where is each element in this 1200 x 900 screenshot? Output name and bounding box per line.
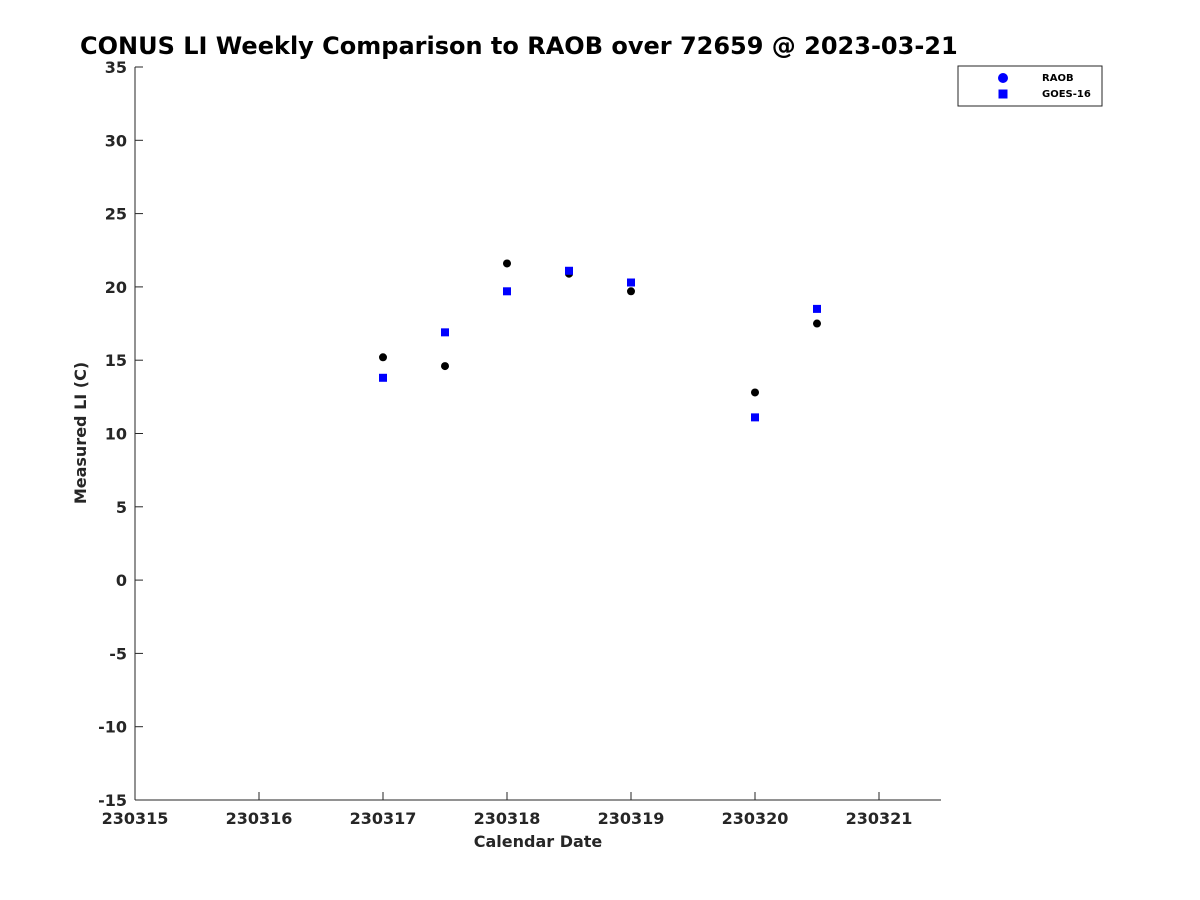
y-tick-label: -10 (98, 718, 127, 737)
data-series (379, 259, 821, 422)
raob-point (751, 388, 759, 397)
legend-goes16-label: GOES-16 (1042, 89, 1091, 100)
legend-raob-label: RAOB (1042, 73, 1074, 84)
series-raob (379, 259, 821, 397)
y-tick-label: 30 (105, 131, 127, 150)
y-tick-label: -5 (109, 644, 127, 663)
raob-point (379, 353, 387, 362)
x-ticks: 230315 230316 230317 230318 230319 230320 2303… (102, 792, 913, 828)
raob-point (441, 362, 449, 371)
y-tick-label: 0 (116, 571, 127, 590)
x-tick-label: 230319 (598, 809, 665, 828)
goes16-point (503, 287, 511, 296)
x-axis-label: Calendar Date (474, 832, 603, 851)
x-tick-label: 230317 (350, 809, 417, 828)
series-goes-16 (379, 266, 821, 422)
x-tick-label: 230315 (102, 809, 169, 828)
y-tick-label: 5 (116, 498, 127, 517)
y-axis-label: Measured LI (C) (71, 362, 90, 504)
y-ticks: -15 -10 -5 0 5 10 15 20 25 30 35 (98, 58, 143, 810)
x-tick-label: 230320 (722, 809, 789, 828)
y-tick-label: 20 (105, 278, 127, 297)
y-tick-label: 35 (105, 58, 127, 77)
legend-raob-marker (998, 73, 1008, 83)
goes16-point (751, 413, 759, 422)
raob-point (503, 259, 511, 268)
legend: RAOB GOES-16 (957, 65, 1103, 107)
raob-point (627, 287, 635, 296)
goes16-point (379, 373, 387, 382)
goes16-point (627, 278, 635, 287)
goes16-point (813, 304, 821, 313)
axes (134, 67, 941, 801)
goes16-point (565, 266, 573, 275)
x-tick-label: 230318 (474, 809, 541, 828)
legend-goes16-marker (998, 89, 1008, 99)
y-tick-label: 15 (105, 351, 127, 370)
x-tick-label: 230321 (846, 809, 913, 828)
goes16-point (441, 328, 449, 337)
y-tick-label: 25 (105, 205, 127, 224)
x-tick-label: 230316 (226, 809, 293, 828)
raob-point (813, 319, 821, 328)
y-tick-label: -15 (98, 791, 127, 810)
legend-box (957, 65, 1103, 107)
y-tick-label: 10 (105, 425, 127, 444)
chart-title: CONUS LI Weekly Comparison to RAOB over … (80, 32, 958, 60)
